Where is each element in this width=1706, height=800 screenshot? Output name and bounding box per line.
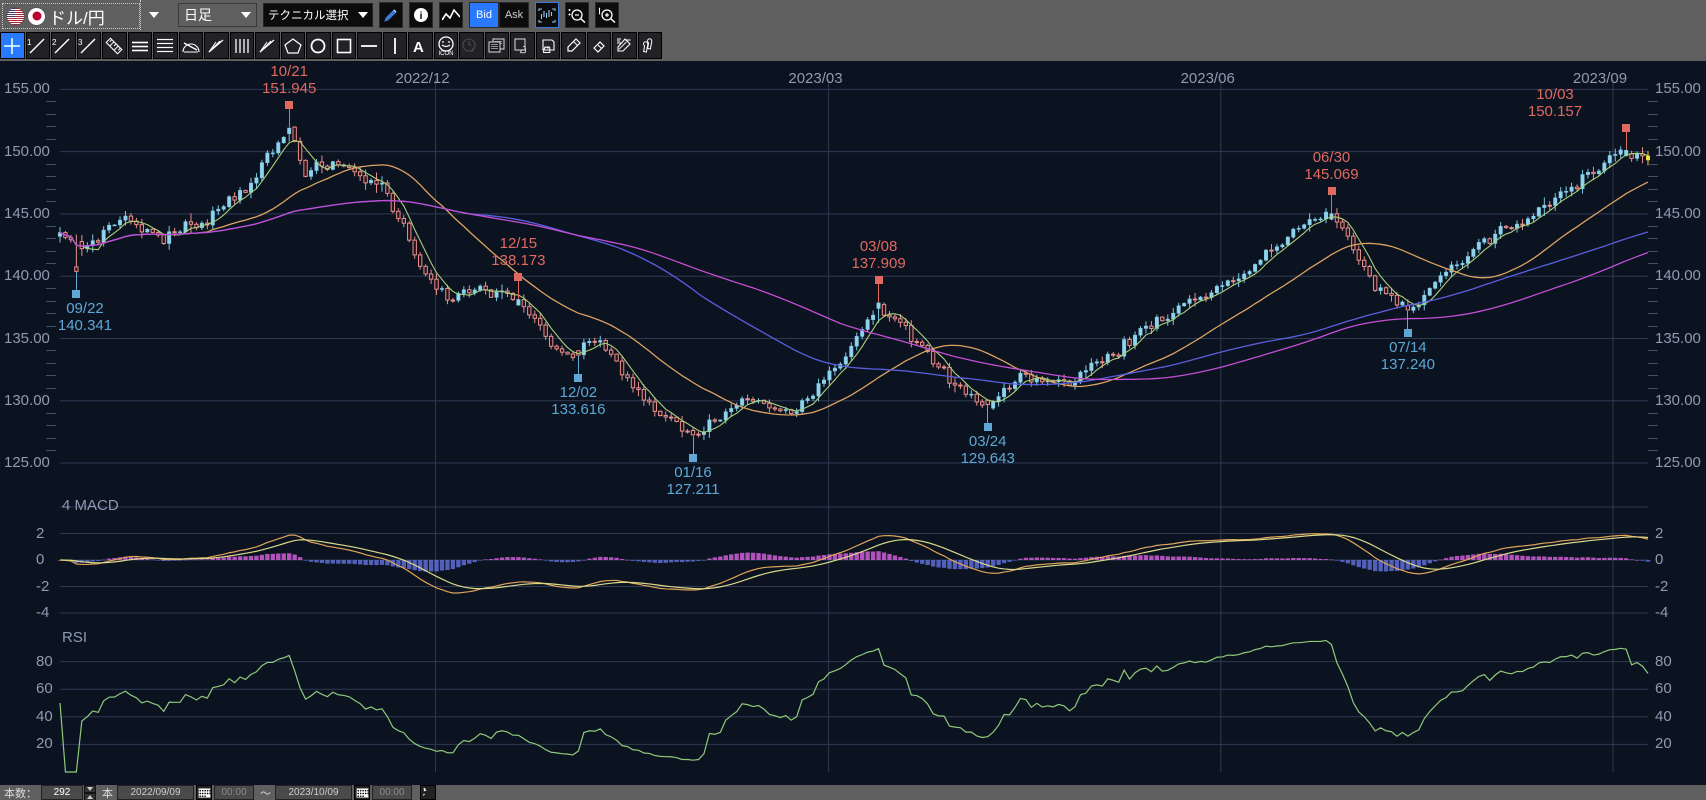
svg-text:A: A: [413, 39, 424, 54]
svg-text:2: 2: [52, 38, 57, 47]
svg-text:i: i: [420, 11, 423, 22]
svg-text:1: 1: [27, 38, 32, 47]
svg-text:3: 3: [78, 38, 83, 47]
svg-text:ICON: ICON: [438, 51, 453, 56]
